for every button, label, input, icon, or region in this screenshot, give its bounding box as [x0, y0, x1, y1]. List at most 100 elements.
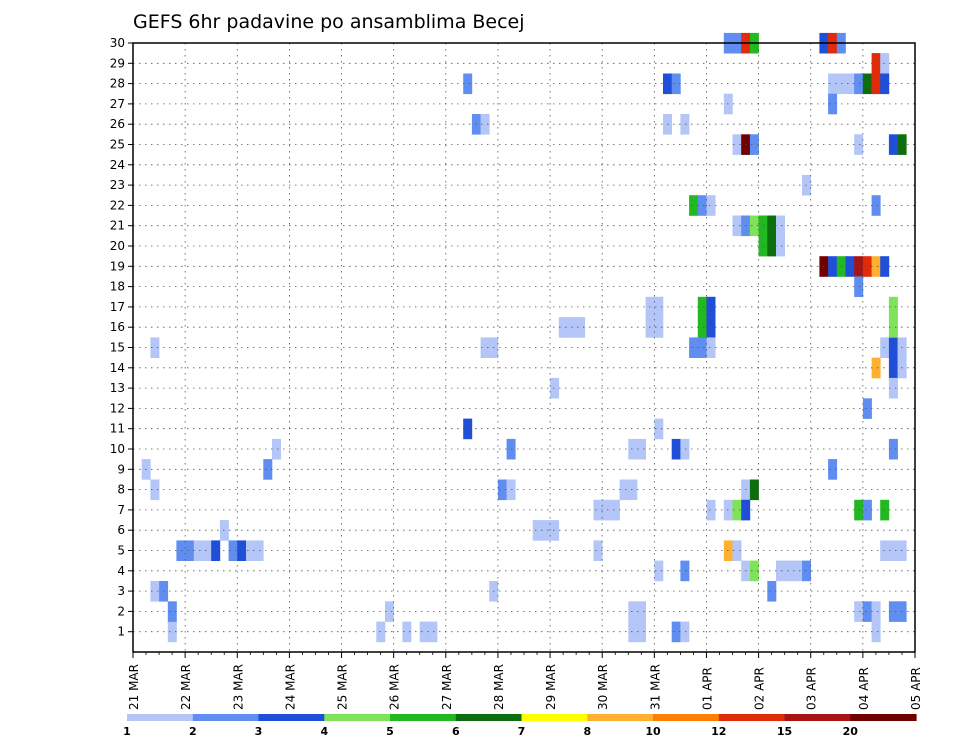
heatmap-cell — [871, 53, 881, 74]
heatmap-cell — [697, 337, 707, 358]
heatmap-cell — [862, 499, 872, 521]
heatmap-cell — [871, 357, 881, 379]
x-tick-label: 05 APR — [909, 667, 923, 710]
y-tick-label: 8 — [117, 483, 125, 497]
heatmap-cell — [828, 73, 838, 95]
heatmap-cell — [845, 73, 855, 95]
heatmap-cell — [854, 601, 864, 622]
heatmap-cell — [697, 296, 707, 318]
heatmap-cell — [767, 235, 777, 257]
colorbar-label: 2 — [189, 725, 197, 738]
colorbar-swatch — [587, 714, 654, 721]
heatmap-cell — [532, 520, 542, 541]
heatmap-cell — [671, 73, 681, 95]
heatmap-cell — [185, 540, 195, 561]
y-tick-label: 16 — [110, 320, 125, 334]
colorbar-label: 3 — [255, 725, 263, 738]
heatmap-cell — [558, 317, 568, 338]
heatmap-cell — [637, 621, 646, 643]
y-tick-label: 25 — [110, 138, 125, 152]
x-tick-label: 30 MAR — [596, 664, 610, 710]
heatmap-cell — [619, 479, 629, 501]
heatmap-cell — [888, 337, 898, 358]
x-tick-label: 25 MAR — [336, 664, 350, 710]
x-tick-label: 31 MAR — [648, 664, 662, 710]
heatmap-cell — [671, 621, 681, 643]
heatmap-cell — [767, 215, 777, 237]
heatmap-cell — [854, 276, 864, 297]
heatmap-cell — [880, 53, 890, 74]
y-tick-label: 11 — [110, 422, 125, 436]
heatmap-cell — [193, 540, 203, 561]
y-tick-label: 2 — [117, 604, 125, 618]
x-tick-label: 26 MAR — [388, 664, 402, 710]
heatmap-cell — [550, 520, 560, 541]
y-tick-label: 28 — [110, 77, 125, 91]
y-tick-label: 6 — [117, 523, 125, 537]
heatmap-cell — [689, 195, 699, 216]
heatmap-cell — [628, 479, 638, 501]
heatmap-cell — [593, 540, 603, 561]
heatmap-cell — [862, 398, 872, 419]
x-tick-label: 24 MAR — [283, 664, 297, 710]
heatmap-cell — [784, 560, 794, 582]
heatmap-cell — [463, 418, 473, 440]
heatmap-cell — [706, 296, 716, 318]
y-tick-label: 13 — [110, 381, 125, 395]
x-tick-label: 28 MAR — [492, 664, 506, 710]
heatmap-cell — [854, 499, 864, 521]
heatmap-cell — [680, 560, 690, 582]
heatmap-cell — [654, 418, 664, 440]
y-tick-label: 12 — [110, 401, 125, 415]
heatmap-cell — [689, 337, 699, 358]
colorbar-swatch — [850, 714, 917, 721]
y-tick-label: 5 — [117, 544, 125, 558]
colorbar-label: 20 — [843, 725, 859, 738]
heatmap-cell — [706, 337, 716, 358]
heatmap-cell — [854, 134, 864, 155]
y-tick-label: 3 — [117, 584, 125, 598]
y-tick-label: 17 — [110, 300, 125, 314]
heatmap-cell — [888, 540, 898, 561]
colorbar-swatch — [390, 714, 457, 721]
heatmap-cell — [150, 479, 160, 501]
y-tick-label: 15 — [110, 341, 125, 355]
y-tick-label: 4 — [117, 564, 125, 578]
heatmap-cell — [749, 134, 759, 155]
heatmap-cell — [272, 438, 281, 460]
y-tick-label: 27 — [110, 97, 125, 111]
colorbar-label: 7 — [518, 725, 526, 738]
y-tick-label: 21 — [110, 219, 125, 233]
y-tick-label: 22 — [110, 198, 125, 212]
heatmap-cell — [637, 601, 646, 622]
heatmap-cell — [732, 215, 742, 237]
heatmap-cell — [776, 215, 785, 237]
heatmap-cell — [888, 601, 898, 622]
y-tick-label: 24 — [110, 158, 125, 172]
x-tick-label: 27 MAR — [440, 664, 454, 710]
heatmap-cell — [419, 621, 429, 643]
y-tick-label: 9 — [117, 462, 125, 476]
heatmap-cell — [828, 256, 838, 277]
heatmap-cell — [871, 621, 881, 643]
y-axis: 1234567891011121314151617181920212223242… — [110, 36, 133, 639]
heatmap-cell — [888, 134, 898, 155]
colorbar-swatch — [653, 714, 720, 721]
heatmap-cell — [776, 235, 785, 257]
heatmap-cell — [828, 93, 838, 115]
colorbar-legend: 1 2 3 4 5 6 7 8 10 12 15 20 — [123, 714, 917, 738]
heatmap-cell — [628, 621, 638, 643]
heatmap-cell — [862, 73, 872, 95]
heatmap-cell — [211, 540, 221, 561]
x-tick-label: 21 MAR — [127, 664, 141, 710]
x-tick-label: 29 MAR — [544, 664, 558, 710]
heatmap-cell — [871, 73, 881, 95]
heatmap-cell — [150, 581, 160, 602]
heatmap-cell — [749, 560, 759, 582]
heatmap-cell — [263, 459, 273, 480]
y-tick-label: 18 — [110, 280, 125, 294]
heatmap-cell — [888, 357, 898, 379]
heatmap-cell — [202, 540, 212, 561]
y-tick-label: 30 — [110, 36, 125, 50]
heatmap-cell — [654, 317, 664, 338]
